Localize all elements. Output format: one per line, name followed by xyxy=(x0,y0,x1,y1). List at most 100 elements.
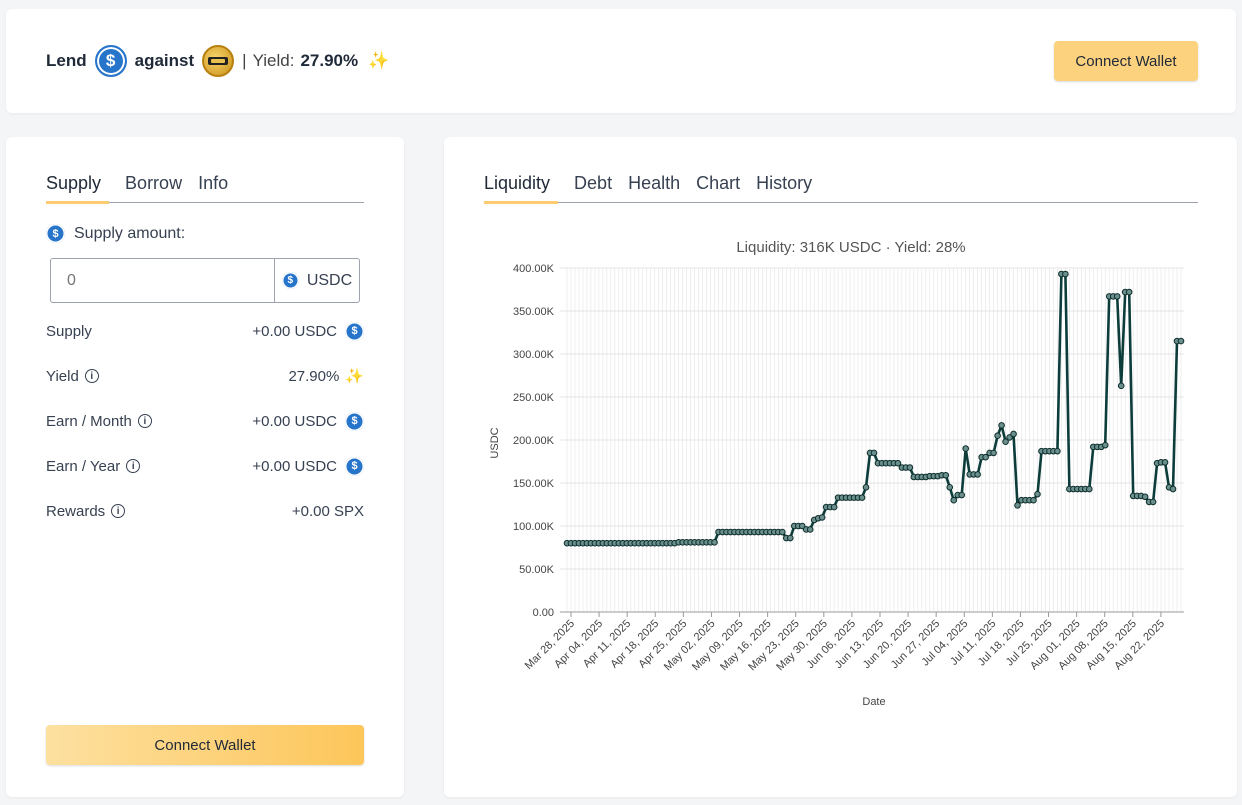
usdc-coin-icon: $ xyxy=(345,321,364,341)
currency-unit: USDC xyxy=(306,271,353,289)
pool-title: Lend $ against | Yield: 27.90% ✨ xyxy=(46,45,389,77)
usdc-coin-icon: $ xyxy=(94,45,127,77)
data-point xyxy=(1034,490,1041,498)
supply-tabs: Supply Borrow Info xyxy=(46,173,364,204)
data-point xyxy=(1149,498,1157,506)
data-point xyxy=(982,453,989,461)
chart-grid xyxy=(560,267,1184,613)
tab-health[interactable]: Health xyxy=(628,173,681,193)
data-point xyxy=(1161,459,1169,466)
data-point xyxy=(830,503,838,511)
data-point xyxy=(862,484,870,491)
row-value: +0.00 USDC xyxy=(252,412,337,430)
data-point xyxy=(1062,270,1069,278)
data-point xyxy=(870,449,878,457)
y-tick-label: 350.00K xyxy=(513,306,555,318)
tab-supply[interactable]: Supply xyxy=(46,173,110,204)
y-tick-label: 250.00K xyxy=(513,392,555,404)
y-axis-ticks: 0.00 50.00K 100.00K 150.00K 200.00K 250.00K 30… xyxy=(513,263,555,619)
tab-debt[interactable]: Debt xyxy=(574,173,613,193)
data-point xyxy=(858,494,866,501)
summary-row-supply: Supply +0.00 USDC $ xyxy=(46,320,364,365)
supply-connect-wallet-button[interactable]: Connect Wallet xyxy=(46,725,364,765)
summary-row-earn-year: Earn / Year i +0.00 USDC $ xyxy=(46,455,364,500)
liquidity-chart: Liquidity: 316K USDC · Yield: 28% USDC D… xyxy=(489,239,1185,708)
data-point xyxy=(818,514,826,521)
info-icon[interactable]: i xyxy=(137,414,152,428)
tab-liquidity[interactable]: Liquidity xyxy=(484,173,559,204)
data-point xyxy=(990,449,997,457)
data-point xyxy=(946,484,954,491)
data-point xyxy=(1030,496,1037,504)
y-tick-label: 150.00K xyxy=(513,478,555,490)
summary-row-earn-month: Earn / Month i +0.00 USDC $ xyxy=(46,410,364,455)
data-point xyxy=(711,539,718,546)
usdc-coin-icon: $ xyxy=(281,272,299,289)
tab-borrow[interactable]: Borrow xyxy=(125,173,183,193)
chart-title: Liquidity: 316K USDC · Yield: 28% xyxy=(736,239,965,256)
data-point xyxy=(958,491,966,499)
data-point xyxy=(1117,382,1125,390)
currency-selector: $ USDC xyxy=(274,259,359,302)
data-point xyxy=(1101,441,1109,449)
y-tick-label: 0.00 xyxy=(533,607,554,619)
data-point xyxy=(942,471,950,479)
data-point xyxy=(1177,337,1185,345)
summary-row-rewards: Rewards i +0.00 SPX xyxy=(46,500,364,545)
supply-amount-label: $ Supply amount: xyxy=(46,224,185,243)
usdc-coin-icon: $ xyxy=(345,456,364,476)
data-point xyxy=(786,534,794,542)
summary-list: Supply +0.00 USDC $ Yield i 27.90% ✨ Earn /… xyxy=(46,320,364,545)
against-label: against xyxy=(134,51,195,70)
x-tick-label: Aug 22, 2025 xyxy=(1112,618,1167,673)
usdc-coin-icon: $ xyxy=(345,411,364,431)
row-label: Earn / Year xyxy=(46,457,121,475)
row-label: Yield xyxy=(46,367,79,385)
y-axis-label: USDC xyxy=(489,427,501,458)
data-point xyxy=(1125,288,1133,296)
info-icon[interactable]: i xyxy=(111,504,126,518)
y-tick-label: 300.00K xyxy=(513,349,555,361)
data-point xyxy=(998,422,1005,429)
y-tick-label: 200.00K xyxy=(513,435,555,447)
data-point xyxy=(806,526,814,533)
x-axis-label: Date xyxy=(862,696,885,708)
row-label: Supply xyxy=(46,322,92,340)
y-tick-label: 100.00K xyxy=(513,521,555,533)
row-value: +0.00 SPX xyxy=(291,502,364,520)
chart-tabs: Liquidity Debt Health Chart History xyxy=(484,173,1198,204)
info-icon[interactable]: i xyxy=(126,459,141,473)
supply-input-group: $ USDC xyxy=(50,258,360,303)
data-point xyxy=(1085,485,1093,493)
data-point xyxy=(1010,430,1017,438)
data-point xyxy=(778,528,786,536)
supply-panel: Supply Borrow Info $ Supply amount: $ US… xyxy=(6,137,404,797)
row-value: +0.00 USDC xyxy=(252,457,337,475)
supply-amount-text: Supply amount: xyxy=(74,224,186,242)
data-point xyxy=(974,471,981,478)
row-value: +0.00 USDC xyxy=(252,322,337,340)
y-tick-label: 50.00K xyxy=(519,564,555,576)
data-point xyxy=(906,464,914,471)
spx-coin-icon xyxy=(202,45,235,77)
row-value: 27.90% xyxy=(288,367,340,385)
tab-chart[interactable]: Chart xyxy=(696,173,741,193)
data-point xyxy=(1054,447,1061,455)
row-label: Earn / Month xyxy=(46,412,132,430)
supply-amount-input[interactable] xyxy=(51,259,274,302)
header-connect-wallet-button[interactable]: Connect Wallet xyxy=(1054,41,1198,81)
tab-history[interactable]: History xyxy=(756,173,813,193)
data-point xyxy=(1141,493,1149,501)
y-tick-label: 400.00K xyxy=(513,263,555,275)
sparkle-icon: ✨ xyxy=(345,368,364,385)
info-icon[interactable]: i xyxy=(84,369,99,383)
title-separator: | xyxy=(242,51,247,70)
data-point xyxy=(1113,293,1121,300)
summary-row-yield: Yield i 27.90% ✨ xyxy=(46,365,364,410)
yield-value: 27.90% xyxy=(300,51,359,70)
data-points xyxy=(563,270,1185,547)
data-point xyxy=(1002,438,1009,446)
data-point xyxy=(950,496,958,504)
tab-info[interactable]: Info xyxy=(198,173,229,193)
